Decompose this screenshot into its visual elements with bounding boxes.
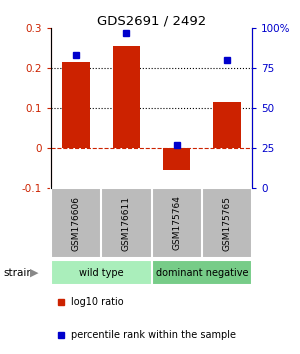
- Text: percentile rank within the sample: percentile rank within the sample: [71, 330, 236, 340]
- Bar: [163, 148, 190, 170]
- Text: dominant negative: dominant negative: [155, 268, 248, 278]
- Bar: [112, 46, 140, 148]
- Bar: [51, 260, 152, 285]
- Bar: [213, 102, 241, 148]
- Title: GDS2691 / 2492: GDS2691 / 2492: [97, 14, 206, 27]
- Text: GSM175764: GSM175764: [172, 195, 181, 251]
- Bar: [62, 62, 90, 148]
- Text: wild type: wild type: [79, 268, 124, 278]
- Text: GSM175765: GSM175765: [222, 195, 231, 251]
- Text: GSM176606: GSM176606: [72, 195, 81, 251]
- Text: ▶: ▶: [30, 268, 39, 278]
- Bar: [152, 260, 252, 285]
- Text: log10 ratio: log10 ratio: [71, 297, 124, 307]
- Text: GSM176611: GSM176611: [122, 195, 131, 251]
- Text: strain: strain: [3, 268, 33, 278]
